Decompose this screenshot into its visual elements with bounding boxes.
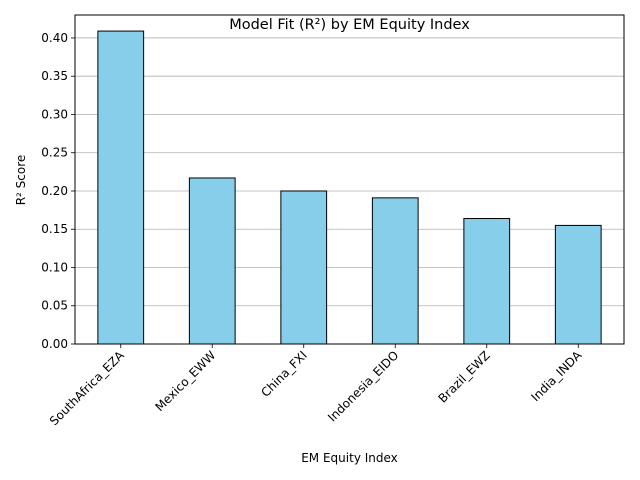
x-tick-label: Indonesia_EIDO [325,348,401,424]
y-tick-label: 0.00 [41,337,68,351]
x-tick-label: Brazil_EWZ [435,348,492,405]
plot-frame [74,14,625,345]
y-tick-label: 0.20 [41,184,68,198]
x-tick-label: Mexico_EWW [152,348,218,414]
x-tick-label: SouthAfrica_EZA [47,348,128,429]
y-tick-label: 0.05 [41,299,68,313]
y-axis-label: R² Score [14,155,28,206]
bar-indonesia-eido [371,197,419,345]
y-tick-label: 0.35 [41,69,68,83]
x-tick-label: China_FXI [258,348,310,400]
grid-lines [75,37,624,345]
bar-southafrica-eza [97,30,145,345]
x-axis-label: EM Equity Index [301,451,398,465]
chart-title: Model Fit (R²) by EM Equity Index [229,17,470,33]
y-tick-label: 0.15 [41,222,68,236]
y-tick-label: 0.40 [41,31,68,45]
y-tick-label: 0.30 [41,107,68,121]
bars [97,30,602,345]
x-tick-label: India_INDA [528,348,585,405]
y-axis-ticks: 0.00 0.05 0.10 0.15 0.20 0.25 0.30 0.35 0.40 [41,31,75,351]
bar-mexico-eww [188,177,236,345]
y-tick-label: 0.25 [41,146,68,160]
bar-india-inda [554,224,602,345]
bar-china-fxi [280,190,328,345]
bar-brazil-ewz [463,218,511,345]
y-tick-label: 0.10 [41,260,68,274]
x-axis-ticks: SouthAfrica_EZA Mexico_EWW China_FXI Indone… [47,344,585,428]
